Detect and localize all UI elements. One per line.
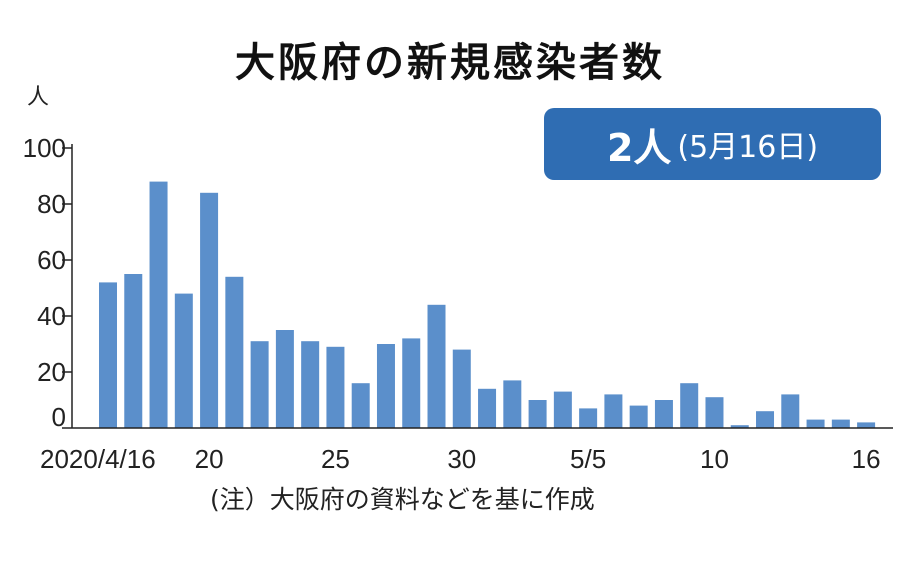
y-tick-label: 60	[37, 245, 66, 275]
bar	[225, 276, 244, 428]
bar	[730, 425, 749, 428]
y-tick-label: 20	[37, 357, 66, 387]
bar	[629, 405, 648, 428]
bar	[351, 383, 370, 428]
bar	[806, 419, 825, 428]
bar	[705, 397, 724, 428]
bar	[200, 192, 219, 428]
latest-count-value: 2人	[606, 125, 672, 170]
bar	[604, 394, 623, 428]
y-axis-unit: 人	[27, 85, 49, 110]
x-tick-label: 25	[321, 444, 350, 474]
bar	[680, 383, 699, 428]
bar	[376, 344, 395, 428]
y-axis: 0 20 40 60 80 100 人	[23, 85, 73, 432]
y-tick-label: 100	[23, 133, 66, 163]
bar-series	[99, 181, 876, 428]
latest-count-badge: 2人 (5月16日)	[544, 108, 881, 180]
bar	[579, 408, 598, 428]
bar	[781, 394, 800, 428]
bar	[503, 380, 522, 428]
x-tick-label: 20	[195, 444, 224, 474]
bar	[831, 419, 850, 428]
x-tick-label: 16	[852, 444, 881, 474]
y-tick-label: 0	[52, 402, 66, 432]
bar	[250, 341, 269, 428]
bar	[528, 400, 547, 428]
bar	[326, 346, 345, 428]
x-tick-label: 5/5	[570, 444, 606, 474]
bar	[174, 293, 193, 428]
bar	[452, 349, 471, 428]
bar	[756, 411, 775, 428]
bar	[478, 388, 497, 428]
bar	[124, 274, 143, 428]
bar	[654, 400, 673, 428]
bar	[402, 338, 421, 428]
chart-title: 大阪府の新規感染者数	[235, 40, 665, 86]
x-axis: 2020/4/16 20 25 30 5/5 10 16	[40, 427, 893, 474]
bar	[99, 282, 117, 428]
x-tick-label: 30	[447, 444, 476, 474]
bar	[427, 304, 446, 428]
source-note: (注）大阪府の資料などを基に作成	[210, 485, 595, 514]
latest-count-date: (5月16日)	[677, 130, 819, 165]
x-tick-label: 10	[700, 444, 729, 474]
bar	[275, 330, 294, 428]
x-tick-label: 2020/4/16	[40, 444, 156, 474]
y-tick-label: 80	[37, 189, 66, 219]
bar	[553, 391, 572, 428]
bar	[301, 341, 320, 428]
bar	[149, 181, 168, 428]
y-tick-label: 40	[37, 301, 66, 331]
bar	[857, 422, 876, 428]
